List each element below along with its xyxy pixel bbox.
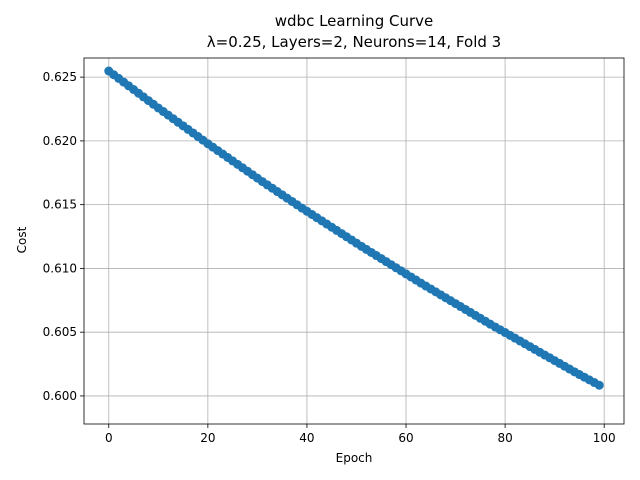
series-markers xyxy=(104,66,604,390)
chart-subtitle: λ=0.25, Layers=2, Neurons=14, Fold 3 xyxy=(207,33,501,51)
plot-frame xyxy=(83,57,625,425)
x-axis-ticks: 0 20 40 60 80 100 xyxy=(105,424,616,445)
grid xyxy=(84,58,624,424)
y-tick-label: 0.605 xyxy=(43,325,77,339)
x-tick-label: 80 xyxy=(497,431,512,445)
y-axis-ticks: 0.600 0.605 0.610 0.615 0.620 0.625 xyxy=(43,70,84,403)
x-tick-label: 40 xyxy=(299,431,314,445)
chart-title: wdbc Learning Curve xyxy=(275,12,433,30)
x-axis-label: Epoch xyxy=(336,451,373,465)
x-tick-label: 20 xyxy=(200,431,215,445)
y-axis-label: Cost xyxy=(15,226,29,253)
data-point xyxy=(594,380,604,390)
series-line xyxy=(108,70,600,386)
y-tick-label: 0.625 xyxy=(43,70,77,84)
y-tick-label: 0.610 xyxy=(43,261,77,275)
y-tick-label: 0.600 xyxy=(43,389,77,403)
x-tick-label: 60 xyxy=(398,431,413,445)
x-tick-label: 0 xyxy=(105,431,113,445)
x-tick-label: 100 xyxy=(593,431,616,445)
cost-line xyxy=(108,70,600,386)
y-tick-label: 0.620 xyxy=(43,134,77,148)
y-tick-label: 0.615 xyxy=(43,198,77,212)
